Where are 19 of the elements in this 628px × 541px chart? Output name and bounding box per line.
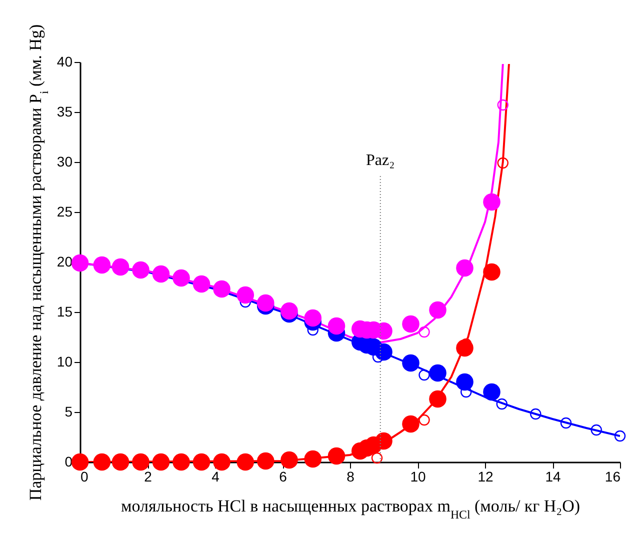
x-tick-label: 12 xyxy=(478,468,494,484)
x-tick-label: 4 xyxy=(212,468,220,484)
y-tick-label: 40 xyxy=(56,54,73,70)
y-tick-label: 20 xyxy=(56,254,73,270)
y-tick-label: 15 xyxy=(56,304,73,320)
x-axis-title: моляльность HCl в насыщенных растворах m$_{HCl}$ (моль/ кг H₂O) xyxy=(120,496,580,522)
x-tick-label: 2 xyxy=(144,468,152,484)
x-tick-label: 16 xyxy=(604,468,621,484)
y-tick-label: 25 xyxy=(56,204,73,220)
x-tick-label: 8 xyxy=(346,468,355,484)
y-tick-label: 10 xyxy=(56,354,73,370)
ref-line-label: Paz₂ xyxy=(366,152,395,169)
x-tick-label: 0 xyxy=(80,468,88,484)
x-tick-label: 14 xyxy=(545,468,561,484)
y-tick-label: 35 xyxy=(56,104,73,120)
y-tick-label: 30 xyxy=(56,154,73,170)
x-tick-label: 10 xyxy=(410,468,426,484)
x-tick-label: 6 xyxy=(279,468,288,484)
y-tick-label: 5 xyxy=(64,404,73,420)
